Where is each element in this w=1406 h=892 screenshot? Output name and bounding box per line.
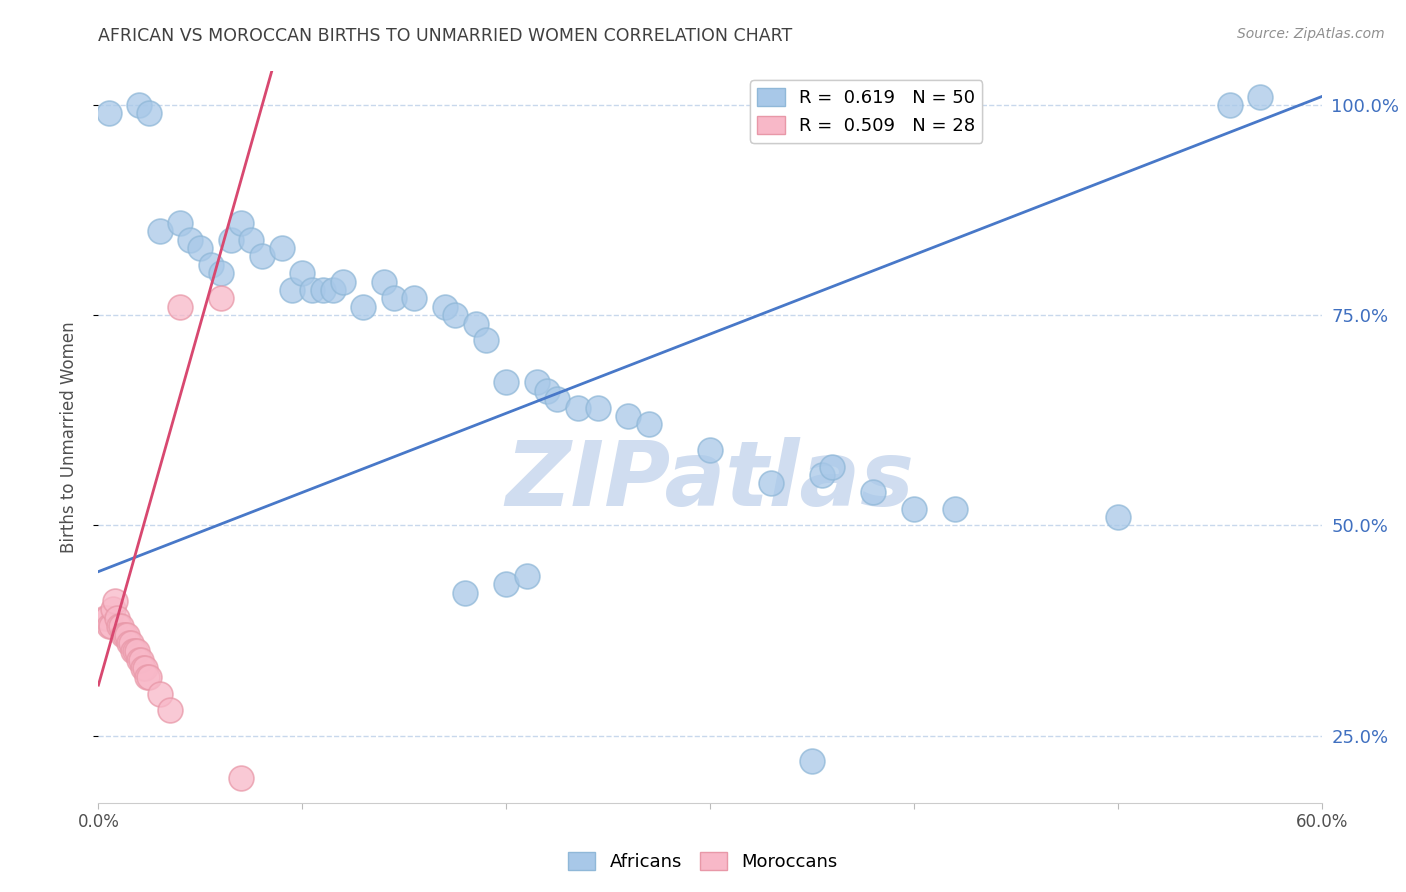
Point <box>231 216 253 230</box>
Point <box>495 577 517 591</box>
Point <box>120 636 142 650</box>
Point <box>219 233 242 247</box>
Point <box>128 98 150 112</box>
Point <box>801 754 824 768</box>
Point <box>699 442 721 457</box>
Point <box>821 459 844 474</box>
Point <box>903 501 925 516</box>
Point <box>536 384 558 398</box>
Point <box>434 300 457 314</box>
Legend: Africans, Moroccans: Africans, Moroccans <box>561 845 845 879</box>
Point <box>100 619 122 633</box>
Point <box>291 266 314 280</box>
Point <box>128 653 150 667</box>
Point <box>231 771 253 785</box>
Point <box>111 627 134 641</box>
Point <box>382 291 405 305</box>
Point <box>495 376 517 390</box>
Point <box>200 258 222 272</box>
Point <box>97 106 120 120</box>
Point <box>169 300 191 314</box>
Point <box>122 644 145 658</box>
Point <box>250 249 273 263</box>
Point <box>526 376 548 390</box>
Point <box>96 611 118 625</box>
Point <box>301 283 323 297</box>
Point <box>115 627 138 641</box>
Point <box>169 216 191 230</box>
Point <box>761 476 783 491</box>
Point <box>454 585 477 599</box>
Point <box>97 619 120 633</box>
Text: AFRICAN VS MOROCCAN BIRTHS TO UNMARRIED WOMEN CORRELATION CHART: AFRICAN VS MOROCCAN BIRTHS TO UNMARRIED … <box>98 27 793 45</box>
Point <box>129 653 152 667</box>
Point <box>516 569 538 583</box>
Point <box>404 291 426 305</box>
Point <box>118 636 141 650</box>
Point <box>444 308 467 322</box>
Point <box>93 611 115 625</box>
Point <box>638 417 661 432</box>
Point <box>862 484 884 499</box>
Point <box>1107 510 1129 524</box>
Point <box>124 644 146 658</box>
Point <box>104 594 127 608</box>
Point <box>132 661 155 675</box>
Point <box>188 241 212 255</box>
Point <box>134 661 156 675</box>
Point <box>1249 89 1271 103</box>
Point <box>617 409 640 423</box>
Point <box>464 317 486 331</box>
Point <box>114 627 136 641</box>
Point <box>136 670 159 684</box>
Point <box>138 106 160 120</box>
Point <box>270 241 294 255</box>
Point <box>1219 98 1241 112</box>
Point <box>332 275 354 289</box>
Point <box>105 611 128 625</box>
Point <box>240 233 263 247</box>
Point <box>352 300 374 314</box>
Y-axis label: Births to Unmarried Women: Births to Unmarried Women <box>59 321 77 553</box>
Point <box>110 619 132 633</box>
Point <box>149 686 172 700</box>
Point <box>943 501 966 516</box>
Point <box>159 703 181 717</box>
Point <box>209 266 232 280</box>
Legend: R =  0.619   N = 50, R =  0.509   N = 28: R = 0.619 N = 50, R = 0.509 N = 28 <box>751 80 983 143</box>
Point <box>546 392 568 407</box>
Point <box>322 283 344 297</box>
Point <box>149 224 172 238</box>
Point <box>138 670 160 684</box>
Point <box>101 602 124 616</box>
Point <box>179 233 201 247</box>
Point <box>312 283 335 297</box>
Point <box>281 283 304 297</box>
Text: Source: ZipAtlas.com: Source: ZipAtlas.com <box>1237 27 1385 41</box>
Point <box>373 275 395 289</box>
Point <box>127 644 149 658</box>
Point <box>474 334 498 348</box>
Point <box>586 401 609 415</box>
Text: ZIPatlas: ZIPatlas <box>506 437 914 525</box>
Point <box>108 619 131 633</box>
Point <box>811 467 834 482</box>
Point <box>567 401 589 415</box>
Point <box>209 291 232 305</box>
